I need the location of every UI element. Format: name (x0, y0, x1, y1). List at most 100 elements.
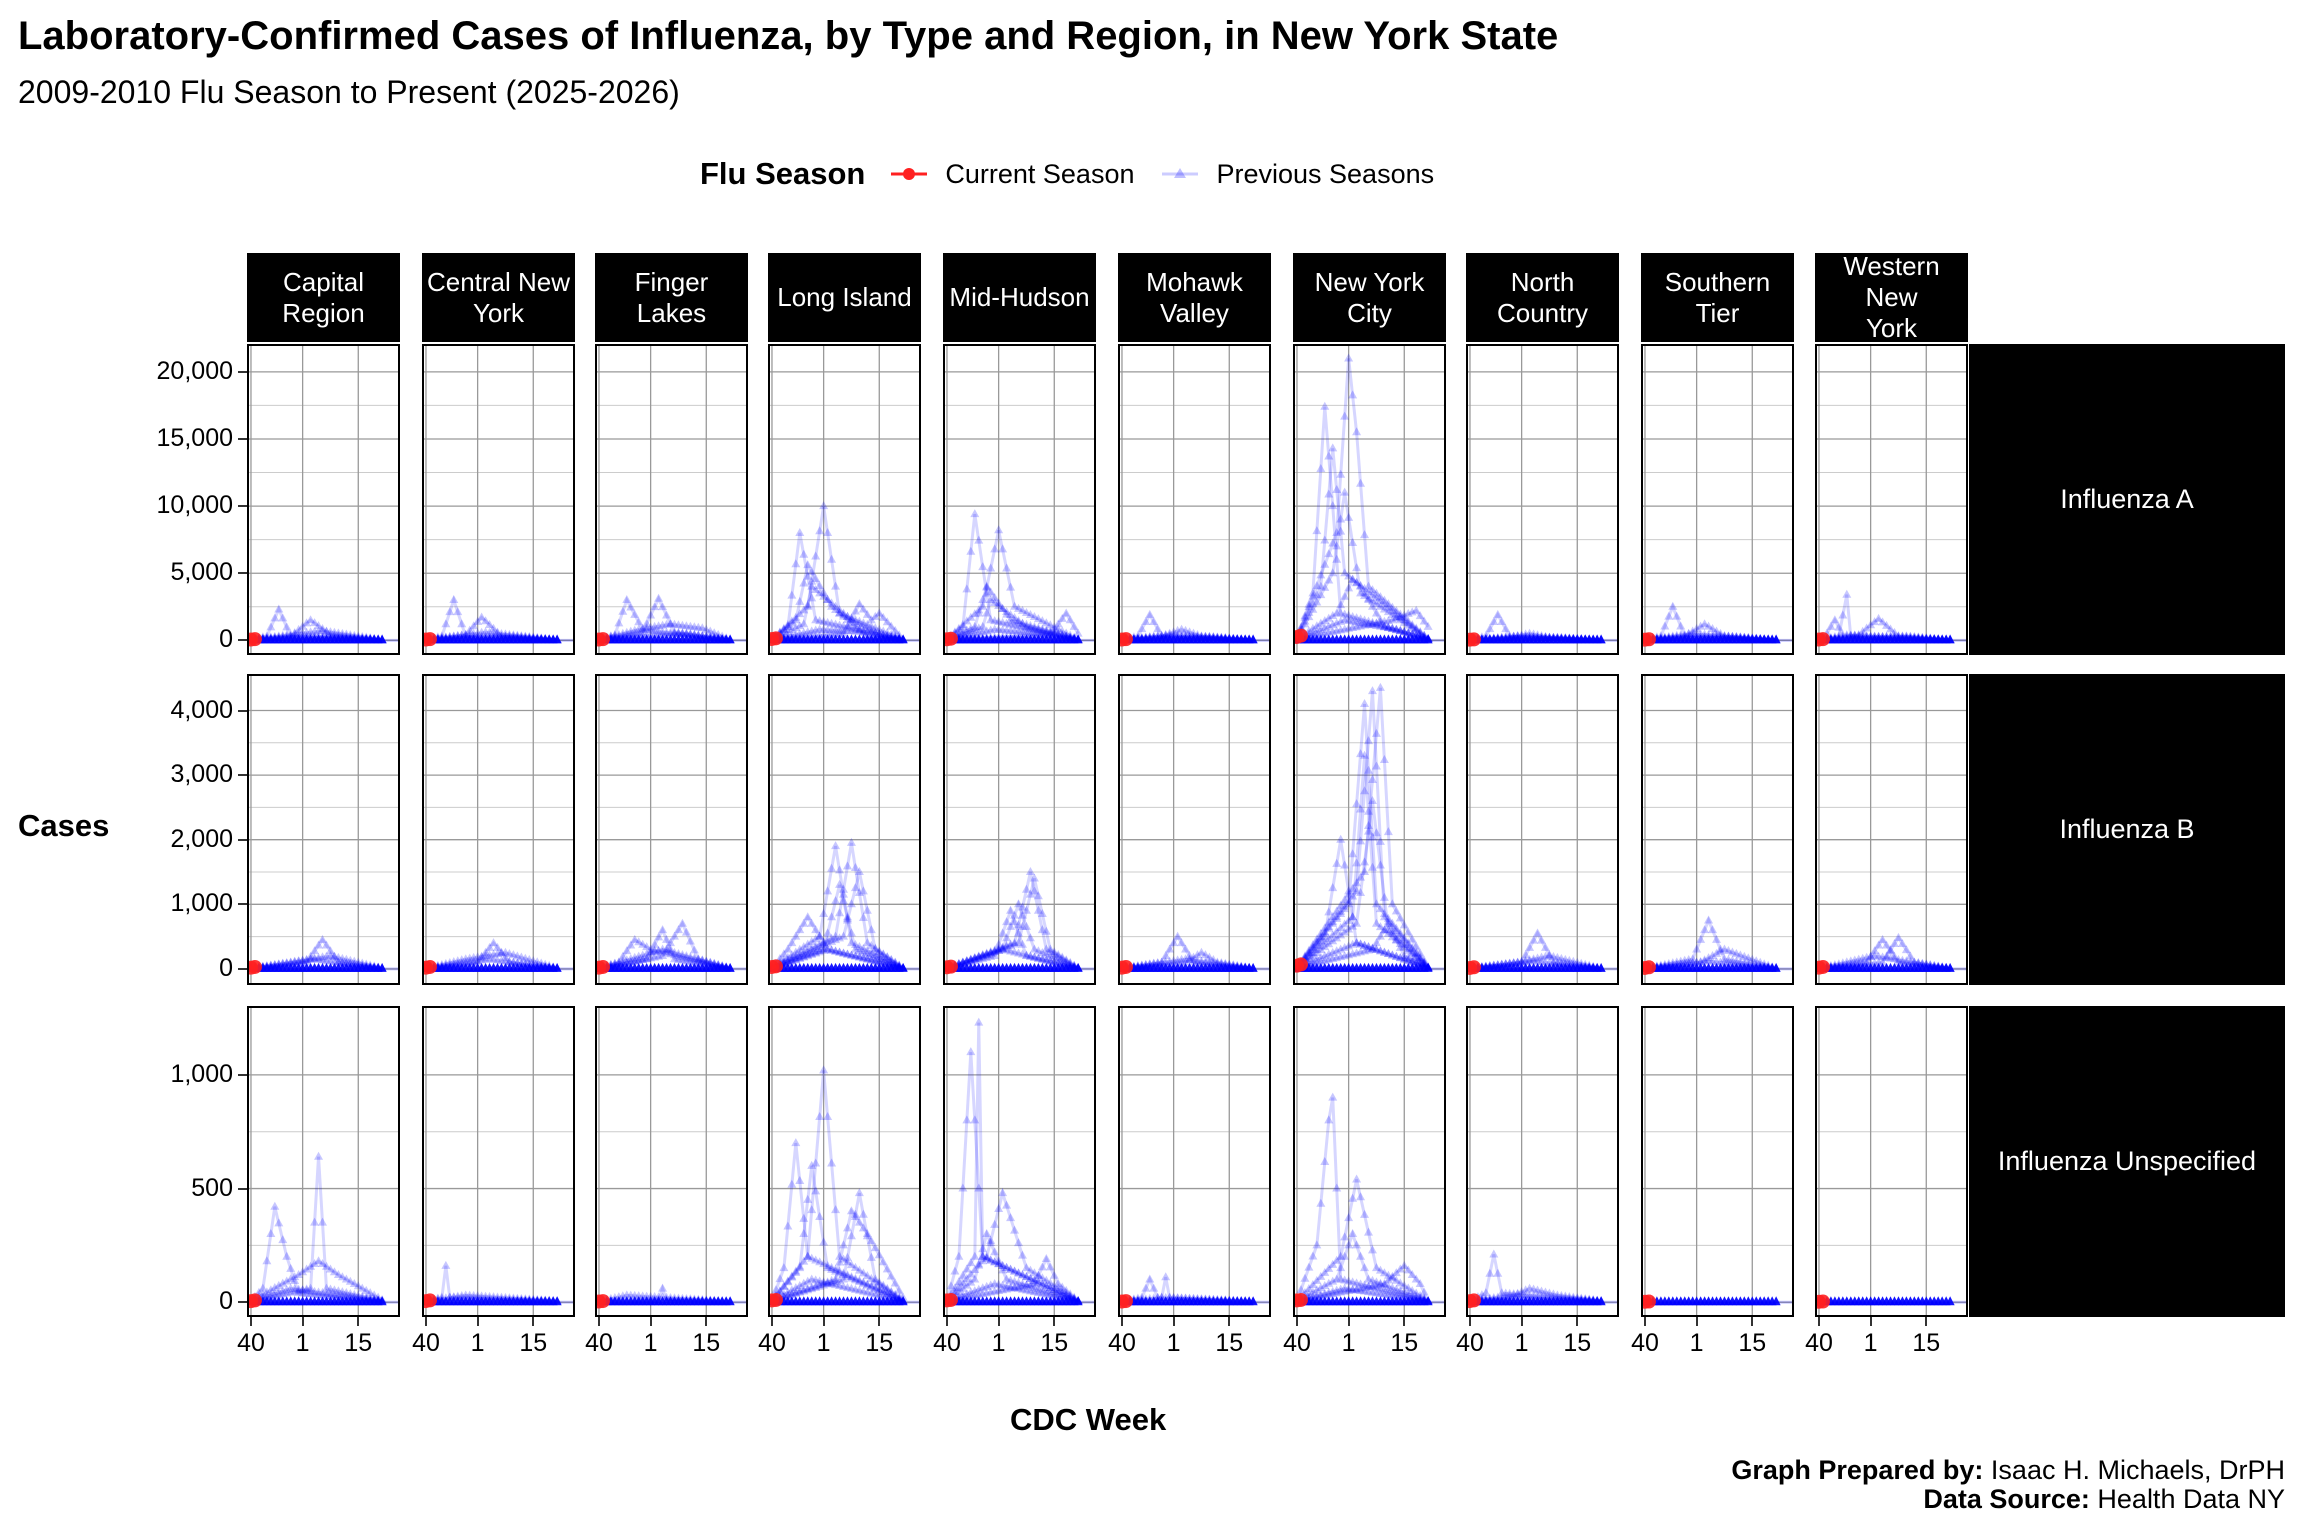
point-previous (709, 958, 719, 967)
point-previous (990, 947, 1000, 956)
point-previous (998, 1260, 1008, 1269)
point-previous (1328, 501, 1338, 510)
point-previous (827, 945, 837, 954)
x-tick-mark (249, 1317, 252, 1326)
point-previous (1719, 954, 1729, 963)
point-previous (1002, 1262, 1012, 1271)
point-previous (489, 938, 499, 947)
point-previous (858, 1223, 868, 1232)
point-previous (516, 958, 526, 967)
point-previous (958, 621, 968, 630)
point-previous-baseline (725, 1296, 735, 1306)
point-previous (610, 629, 620, 638)
point-previous (681, 621, 691, 630)
point-previous (298, 628, 308, 637)
point-previous (831, 1280, 841, 1289)
point-previous (962, 616, 972, 625)
point-previous (646, 610, 656, 619)
point-previous (950, 1266, 960, 1275)
point-previous (1517, 957, 1527, 966)
point-previous (634, 617, 644, 626)
point-previous (974, 952, 984, 961)
point-previous (306, 1283, 316, 1292)
point-previous (799, 947, 809, 956)
point-previous (970, 624, 980, 633)
point-previous (1025, 620, 1035, 629)
point-previous (791, 612, 801, 621)
point-previous (1704, 953, 1714, 962)
point-previous (630, 628, 640, 637)
point-previous (842, 1282, 852, 1291)
point-previous (846, 615, 856, 624)
point-previous (1304, 948, 1314, 957)
point-previous (1045, 1283, 1055, 1292)
point-previous (1411, 948, 1421, 957)
point-previous (854, 624, 864, 633)
point-previous (978, 562, 988, 571)
point-previous (1367, 617, 1377, 626)
point-previous (1854, 629, 1864, 638)
point-previous (1755, 957, 1765, 966)
point-previous (646, 953, 656, 962)
point-previous (803, 912, 813, 921)
point-previous (1192, 955, 1202, 964)
point-current (945, 631, 958, 646)
point-previous (298, 621, 308, 630)
point-previous (850, 940, 860, 949)
point-previous (1006, 939, 1016, 948)
point-previous (1010, 620, 1020, 629)
point-previous (823, 944, 833, 953)
point-previous (1395, 928, 1405, 937)
point-previous (1324, 933, 1334, 942)
point-previous (974, 608, 984, 617)
point-previous (886, 1287, 896, 1296)
point-previous (990, 947, 1000, 956)
point-previous (1664, 958, 1674, 967)
point-previous (1688, 958, 1698, 967)
point-previous (357, 1283, 367, 1292)
point-previous (803, 600, 813, 609)
point-previous (1025, 1273, 1035, 1282)
point-previous (799, 1229, 809, 1238)
point-previous (978, 621, 988, 630)
point-previous (835, 620, 845, 629)
point-previous (799, 942, 809, 951)
point-previous (681, 629, 691, 638)
point-previous (811, 948, 821, 957)
point-previous (850, 615, 860, 624)
point-previous (650, 952, 660, 961)
point-previous (669, 628, 679, 637)
point-previous (638, 1291, 648, 1300)
point-previous (1336, 834, 1346, 843)
panel-plot (249, 676, 398, 983)
point-previous (610, 958, 620, 967)
series-line-previous (771, 947, 904, 970)
point-previous (1037, 1279, 1047, 1288)
point-current (1120, 959, 1133, 974)
point-previous (1340, 904, 1350, 913)
point-previous (850, 1262, 860, 1271)
point-previous (835, 605, 845, 614)
point-previous (874, 953, 884, 962)
point-previous (819, 1065, 829, 1074)
point-previous (630, 625, 640, 634)
point-previous (823, 1279, 833, 1288)
point-previous (465, 957, 475, 966)
point-previous (958, 957, 968, 966)
point-previous (1029, 952, 1039, 961)
point-previous (1165, 629, 1175, 638)
legend-key-current-icon (891, 168, 928, 180)
point-previous (787, 956, 797, 965)
point-previous (1383, 599, 1393, 608)
point-previous (349, 1289, 359, 1298)
point-previous (974, 628, 984, 637)
point-previous (850, 862, 860, 871)
point-previous (630, 609, 640, 618)
point-previous (1025, 1265, 1035, 1274)
point-previous (839, 625, 849, 634)
point-previous (642, 625, 652, 634)
point-previous (1300, 611, 1310, 620)
point-previous (1352, 918, 1362, 927)
point-previous (1387, 609, 1397, 618)
x-tick-label: 15 (344, 1329, 373, 1357)
